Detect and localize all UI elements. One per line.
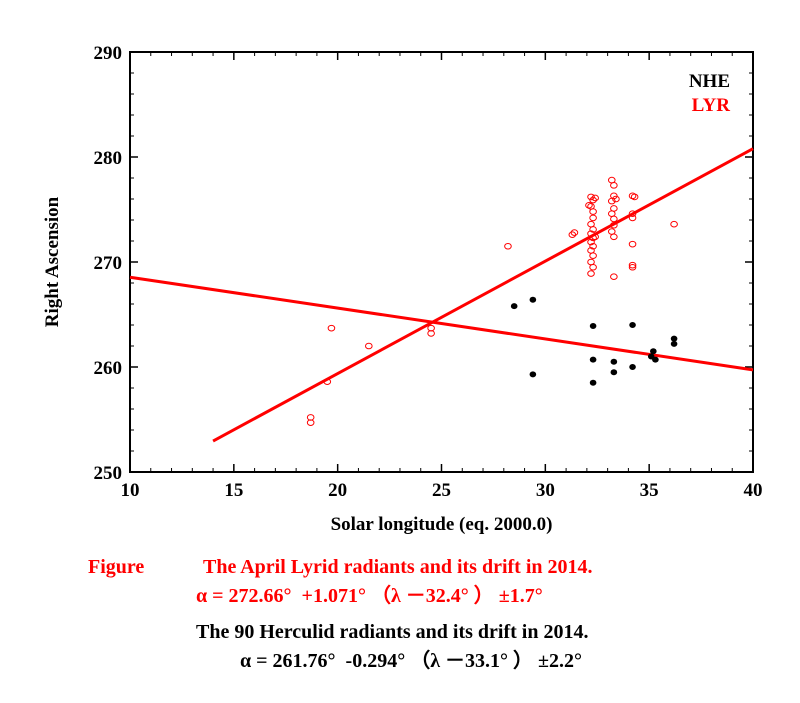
lyr-point: [612, 195, 620, 203]
lyr-point: [591, 194, 599, 202]
nhe-caption-formula: α = 261.76° -0.294° （λ －33.1° ） ±2.2°: [240, 650, 583, 672]
lyr-point: [589, 242, 597, 250]
nhe-point: [670, 340, 678, 347]
lyr-caption-formula: α = 272.66° +1.071° （λ －32.4° ） ±1.7°: [196, 585, 543, 607]
lyr-point: [628, 214, 637, 222]
nhe-point: [629, 322, 636, 328]
x-tick-label: 40: [744, 480, 763, 501]
y-tick-label: 280: [94, 148, 123, 169]
lyr-point: [589, 208, 597, 215]
nhe-point: [670, 335, 678, 342]
legend-nhe: NHE: [689, 71, 730, 92]
lyr-point: [570, 229, 579, 236]
nhe-point: [589, 356, 597, 363]
nhe-point: [610, 369, 618, 376]
nhe-point: [529, 296, 537, 303]
nhe-point: [610, 358, 618, 365]
y-tick-label: 250: [94, 463, 123, 484]
lyr-point: [628, 263, 637, 271]
x-tick-label: 35: [640, 480, 659, 501]
figure-label: Figure: [88, 556, 145, 578]
lyr-point: [306, 419, 315, 426]
lyr-point: [585, 202, 593, 209]
y-tick-label: 270: [94, 253, 123, 274]
lyr-point: [610, 221, 618, 229]
y-tick-label: 290: [94, 43, 123, 64]
lyr-point: [610, 182, 618, 189]
lyr-point: [630, 193, 639, 201]
lyr-point: [628, 210, 637, 217]
x-axis-label: Solar longitude (eq. 2000.0): [331, 514, 553, 535]
lyr-point: [365, 342, 373, 350]
lyr-point: [670, 220, 678, 228]
nhe-point: [652, 356, 659, 363]
lyr-point: [323, 378, 332, 386]
nhe-fit-line: [129, 275, 754, 372]
lyr-point: [589, 226, 597, 233]
lyr-point: [610, 273, 618, 281]
lyr-point: [327, 324, 336, 332]
lyr-point: [587, 238, 595, 246]
lyr-point: [587, 270, 595, 277]
x-tick-label: 15: [224, 480, 243, 501]
lyr-point: [628, 261, 637, 269]
lyr-point: [610, 233, 618, 241]
x-tick-label: 10: [121, 480, 140, 501]
nhe-point: [589, 323, 597, 330]
nhe-point: [650, 348, 657, 355]
lyr-point: [589, 196, 597, 204]
nhe-point: [510, 303, 518, 310]
lyr-point: [589, 252, 597, 259]
lyr-point: [589, 263, 597, 271]
y-axis-label: Right Ascension: [42, 196, 63, 327]
lyr-point: [589, 214, 597, 222]
legend-lyr: LYR: [692, 95, 731, 116]
lyr-point: [591, 233, 599, 241]
nhe-point: [529, 371, 537, 378]
x-tick-label: 20: [328, 480, 347, 501]
lyr-point: [628, 240, 637, 248]
lyr-point: [427, 330, 435, 337]
x-tick-label: 30: [536, 480, 555, 501]
x-tick-label: 25: [432, 480, 451, 501]
nhe-caption-title: The 90 Herculid radiants and its drift i…: [196, 621, 589, 643]
nhe-point: [589, 379, 597, 386]
lyr-point: [568, 231, 577, 238]
y-tick-label: 260: [94, 358, 123, 379]
plot-frame: [129, 51, 754, 473]
lyr-caption-title: The April Lyrid radiants and its drift i…: [203, 556, 593, 578]
lyr-point: [607, 197, 616, 205]
lyr-point: [504, 242, 512, 250]
nhe-point: [629, 364, 636, 370]
lyr-point: [610, 215, 618, 223]
lyr-fit-line: [212, 147, 754, 443]
